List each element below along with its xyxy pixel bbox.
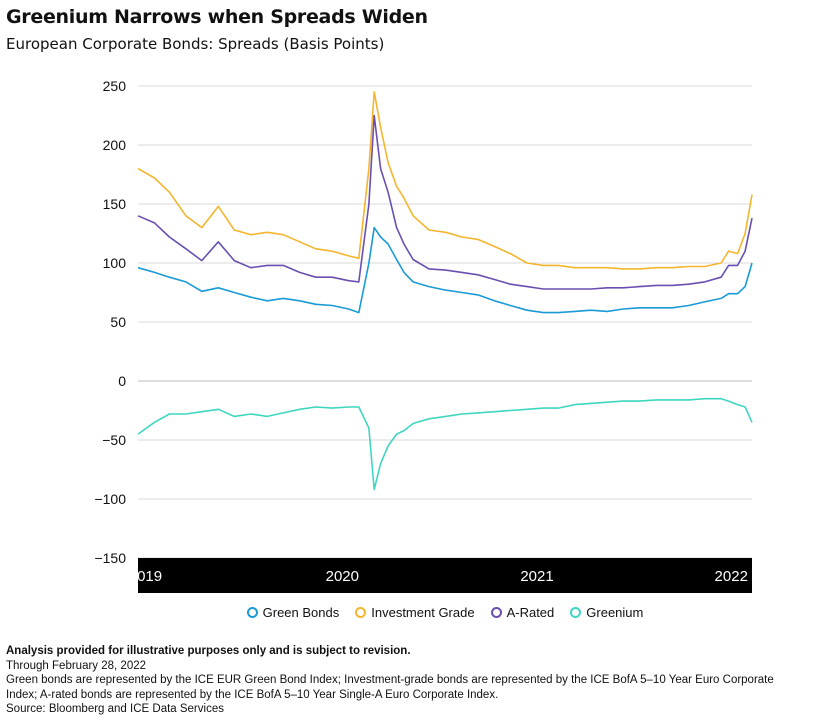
chart-title: Greenium Narrows when Spreads Widen (6, 6, 428, 28)
x-axis-band (138, 558, 752, 593)
footnote-index-2: Index; A-rated bonds are represented by … (6, 688, 499, 701)
y-tick-label: −100 (94, 491, 126, 507)
legend-marker-icon (490, 607, 502, 618)
legend-item-a-rated: A-Rated (490, 605, 555, 620)
legend-marker-icon (570, 607, 582, 618)
y-tick-label: 150 (103, 196, 127, 212)
footnotes: Analysis provided for illustrative purpo… (6, 644, 836, 717)
y-tick-label: 50 (110, 314, 126, 330)
y-tick-label: −50 (102, 432, 126, 448)
y-tick-label: −150 (94, 550, 126, 566)
legend-label: Green Bonds (262, 605, 340, 620)
series-line-green-bonds (137, 226, 753, 314)
legend-label: A-Rated (506, 605, 555, 620)
legend-item-green-bonds: Green Bonds (246, 605, 340, 620)
legend-label: Investment Grade (371, 605, 475, 620)
series-line-a-rated (137, 114, 753, 290)
y-tick-label: 250 (103, 78, 127, 94)
chart-legend: Green Bonds Investment Grade A-Rated Gre… (0, 605, 840, 620)
legend-marker-icon (355, 607, 367, 618)
legend-label: Greenium (586, 605, 644, 620)
legend-marker-icon (246, 607, 258, 618)
footnote-source: Source: Bloomberg and ICE Data Services (6, 703, 224, 715)
y-tick-label: 100 (103, 255, 127, 271)
series-line-investment-grade (137, 91, 753, 270)
y-tick-label: 0 (118, 373, 126, 389)
series-line-greenium (137, 397, 753, 491)
x-tick-label: 2019 (129, 568, 162, 585)
footnote-index-1: Green bonds are represented by the ICE E… (6, 674, 774, 686)
x-tick-label: 2020 (326, 568, 359, 585)
y-tick-label: 200 (103, 137, 127, 153)
legend-item-greenium: Greenium (570, 605, 643, 620)
footnote-disclaimer: Analysis provided for illustrative purpo… (6, 645, 411, 657)
x-tick-label: 2021 (520, 568, 553, 585)
chart-subtitle: European Corporate Bonds: Spreads (Basis… (6, 35, 385, 53)
legend-item-investment-grade: Investment Grade (355, 605, 475, 620)
footnote-through-date: Through February 28, 2022 (6, 659, 147, 672)
x-tick-label: 2022 (715, 568, 748, 585)
